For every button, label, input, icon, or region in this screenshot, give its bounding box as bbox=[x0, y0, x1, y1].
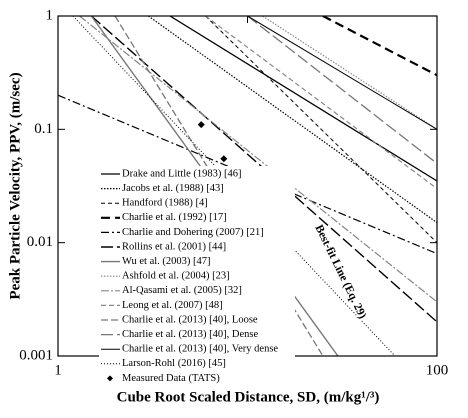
series-line bbox=[148, 16, 437, 224]
legend-label: Measured Data (TATS) bbox=[122, 373, 220, 384]
legend-label: Leong et al. (2007) [48] bbox=[122, 300, 223, 311]
legend-label: Charlie et al. (2013) [40], Dense bbox=[122, 329, 259, 340]
legend-label: Drake and Little (1983) [46] bbox=[122, 168, 242, 179]
series-line bbox=[79, 16, 437, 303]
legend-marker bbox=[107, 375, 113, 382]
legend-label: Larson-Rohl (2016) [45] bbox=[122, 358, 226, 369]
series-line bbox=[58, 94, 437, 255]
y-axis-label: Peak Particle Velocity, PPV, (m/sec) bbox=[7, 72, 23, 299]
x-tick-label: 1 bbox=[54, 362, 62, 378]
series-line bbox=[247, 16, 437, 130]
series-line bbox=[205, 16, 437, 190]
series-line bbox=[205, 16, 437, 244]
y-tick-label: 0.01 bbox=[27, 234, 53, 250]
legend-label: Al-Qasami et al. (2005) [32] bbox=[122, 285, 242, 296]
series-line bbox=[322, 16, 437, 77]
legend-label: Charlie et al. (1992) [17] bbox=[122, 212, 227, 223]
legend-label: Charlie and Dohering (2007) [21] bbox=[122, 227, 264, 238]
legend-label: Handford (1988) [4] bbox=[122, 198, 208, 209]
legend-label: Jacobs et al. (1988) [43] bbox=[122, 183, 224, 194]
legend-label: Charlie et al. (2013) [40], Loose bbox=[122, 314, 258, 325]
legend-label: Ashfold et al. (2004) [23] bbox=[122, 271, 230, 282]
y-tick-label: 0.1 bbox=[34, 121, 53, 137]
data-point bbox=[197, 121, 205, 129]
y-tick-label: 0.001 bbox=[19, 347, 53, 363]
series-line bbox=[247, 16, 437, 164]
legend-label: Wu et al. (2003) [47] bbox=[122, 256, 211, 267]
x-axis-label: Cube Root Scaled Distance, SD, (m/kg¹/³) bbox=[117, 389, 380, 405]
legend-label: Charlie et al. (2013) [40], Very dense bbox=[122, 344, 278, 355]
legend-box bbox=[99, 166, 295, 389]
x-tick-label: 100 bbox=[426, 362, 449, 378]
data-point bbox=[220, 155, 228, 163]
y-tick-label: 1 bbox=[46, 7, 54, 23]
legend-label: Rollins et al. (2001) [44] bbox=[122, 241, 226, 252]
series-line bbox=[169, 16, 437, 182]
